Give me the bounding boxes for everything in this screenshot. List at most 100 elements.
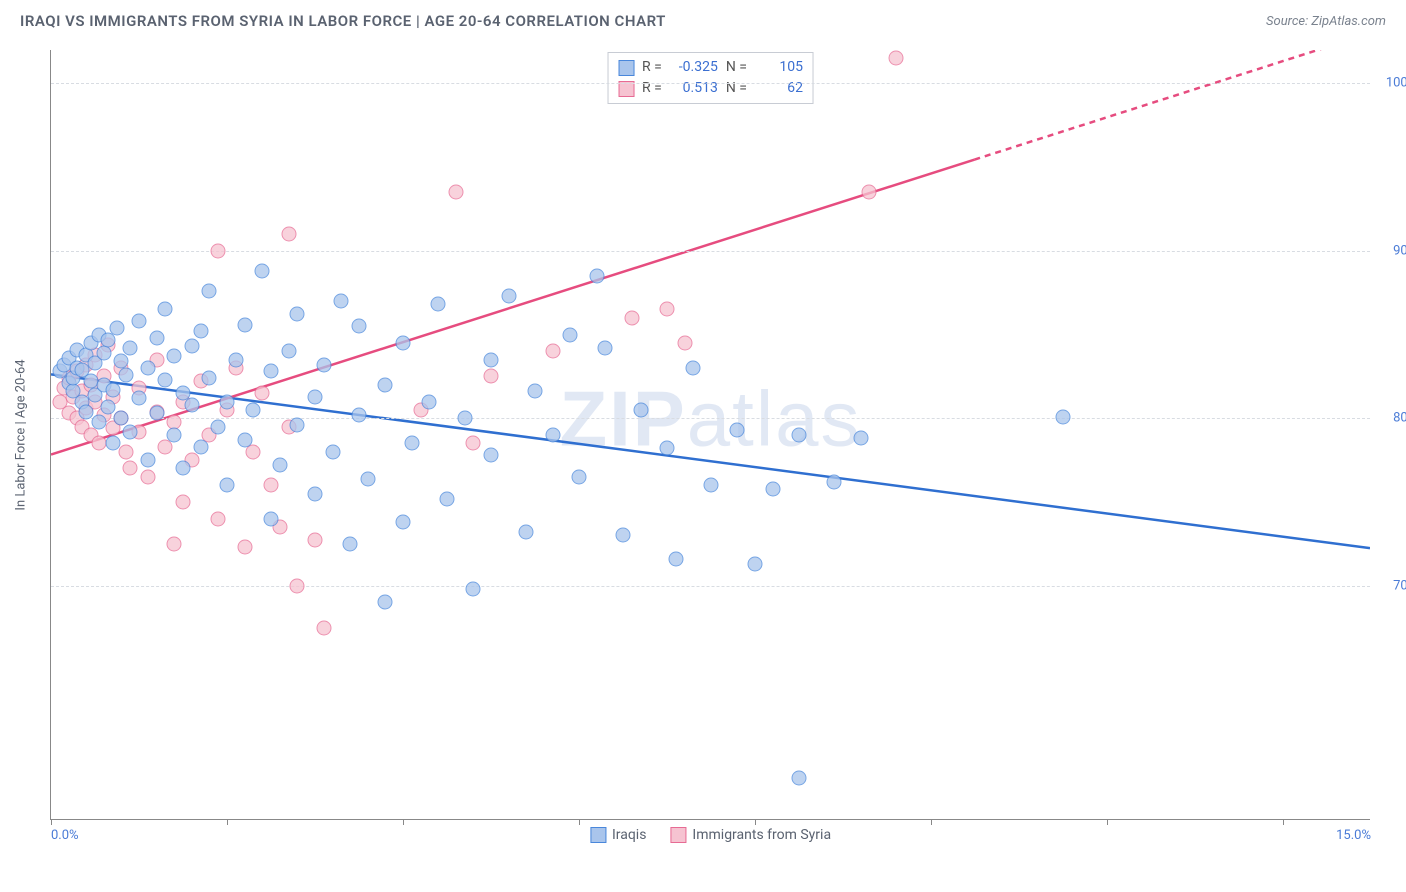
iraqis-point xyxy=(228,352,243,367)
iraqis-point xyxy=(343,536,358,551)
iraqis-point xyxy=(484,352,499,367)
legend-item-1: Iraqis xyxy=(590,827,646,843)
iraqis-point xyxy=(484,448,499,463)
syria-point xyxy=(281,227,296,242)
iraqis-point xyxy=(792,428,807,443)
syria-point xyxy=(862,185,877,200)
syria-point xyxy=(237,540,252,555)
y-axis-title: In Labor Force | Age 20-64 xyxy=(14,359,29,510)
syria-point xyxy=(167,536,182,551)
iraqis-point xyxy=(123,340,138,355)
iraqis-point xyxy=(246,402,261,417)
iraqis-point xyxy=(167,349,182,364)
iraqis-point xyxy=(827,474,842,489)
x-tick xyxy=(403,819,404,825)
stats-n-label: N = xyxy=(726,57,747,78)
legend-swatch-1 xyxy=(590,827,606,843)
grid-line xyxy=(51,251,1370,252)
syria-point xyxy=(624,310,639,325)
iraqis-point xyxy=(114,411,129,426)
iraqis-point xyxy=(110,320,125,335)
iraqis-point xyxy=(1056,409,1071,424)
iraqis-point xyxy=(290,307,305,322)
iraqis-point xyxy=(184,339,199,354)
x-tick xyxy=(579,819,580,825)
iraqis-point xyxy=(176,461,191,476)
iraqis-point xyxy=(290,417,305,432)
iraqis-point xyxy=(352,319,367,334)
stats-r-label: R = xyxy=(642,57,662,78)
iraqis-point xyxy=(264,364,279,379)
iraqis-point xyxy=(220,394,235,409)
iraqis-point xyxy=(96,345,111,360)
stats-r-label2: R = xyxy=(642,78,662,99)
x-tick xyxy=(931,819,932,825)
iraqis-point xyxy=(123,424,138,439)
syria-point xyxy=(123,461,138,476)
iraqis-point xyxy=(730,422,745,437)
syria-point xyxy=(484,369,499,384)
x-tick-label: 0.0% xyxy=(51,828,79,843)
iraqis-point xyxy=(101,399,116,414)
stats-row-2: R = 0.513 N = 62 xyxy=(618,78,803,99)
iraqis-point xyxy=(431,297,446,312)
syria-point xyxy=(176,494,191,509)
iraqis-point xyxy=(528,384,543,399)
iraqis-point xyxy=(202,284,217,299)
iraqis-point xyxy=(105,382,120,397)
iraqis-point xyxy=(308,389,323,404)
legend-label-2: Immigrants from Syria xyxy=(692,827,831,843)
syria-point xyxy=(255,386,270,401)
iraqis-point xyxy=(118,367,133,382)
iraqis-point xyxy=(149,330,164,345)
iraqis-point xyxy=(545,428,560,443)
x-tick xyxy=(227,819,228,825)
bottom-legend: Iraqis Immigrants from Syria xyxy=(590,827,831,843)
source-label: Source: ZipAtlas.com xyxy=(1266,14,1386,29)
iraqis-point xyxy=(457,411,472,426)
legend-swatch-2 xyxy=(670,827,686,843)
syria-point xyxy=(677,335,692,350)
y-tick-label: 90.0% xyxy=(1393,243,1406,258)
iraqis-point xyxy=(264,511,279,526)
syria-point xyxy=(316,620,331,635)
stats-n2: 62 xyxy=(755,78,803,99)
iraqis-point xyxy=(316,357,331,372)
stats-legend-box: R = -0.325 N = 105 R = 0.513 N = 62 xyxy=(607,52,814,104)
iraqis-point xyxy=(272,458,287,473)
syria-point xyxy=(211,243,226,258)
iraqis-point xyxy=(404,436,419,451)
syria-point xyxy=(888,51,903,66)
iraqis-point xyxy=(237,433,252,448)
iraqis-point xyxy=(132,391,147,406)
swatch-series1 xyxy=(618,60,634,76)
iraqis-point xyxy=(466,582,481,597)
grid-line xyxy=(51,586,1370,587)
header-row: IRAQI VS IMMIGRANTS FROM SYRIA IN LABOR … xyxy=(0,0,1406,30)
chart-title: IRAQI VS IMMIGRANTS FROM SYRIA IN LABOR … xyxy=(20,12,666,30)
x-tick xyxy=(51,819,52,825)
iraqis-point xyxy=(563,327,578,342)
iraqis-point xyxy=(334,294,349,309)
iraqis-point xyxy=(660,441,675,456)
iraqis-point xyxy=(360,471,375,486)
x-tick xyxy=(755,819,756,825)
iraqis-point xyxy=(92,414,107,429)
iraqis-point xyxy=(158,372,173,387)
iraqis-point xyxy=(378,377,393,392)
stats-r1: -0.325 xyxy=(670,57,718,78)
grid-line xyxy=(51,83,1370,84)
iraqis-point xyxy=(255,263,270,278)
iraqis-point xyxy=(616,528,631,543)
syria-point xyxy=(264,478,279,493)
iraqis-point xyxy=(237,317,252,332)
iraqis-point xyxy=(440,491,455,506)
iraqis-point xyxy=(79,404,94,419)
syria-point xyxy=(118,444,133,459)
x-tick xyxy=(1283,819,1284,825)
iraqis-point xyxy=(211,419,226,434)
syria-point xyxy=(290,578,305,593)
iraqis-point xyxy=(704,478,719,493)
syria-point xyxy=(308,533,323,548)
stats-r2: 0.513 xyxy=(670,78,718,99)
